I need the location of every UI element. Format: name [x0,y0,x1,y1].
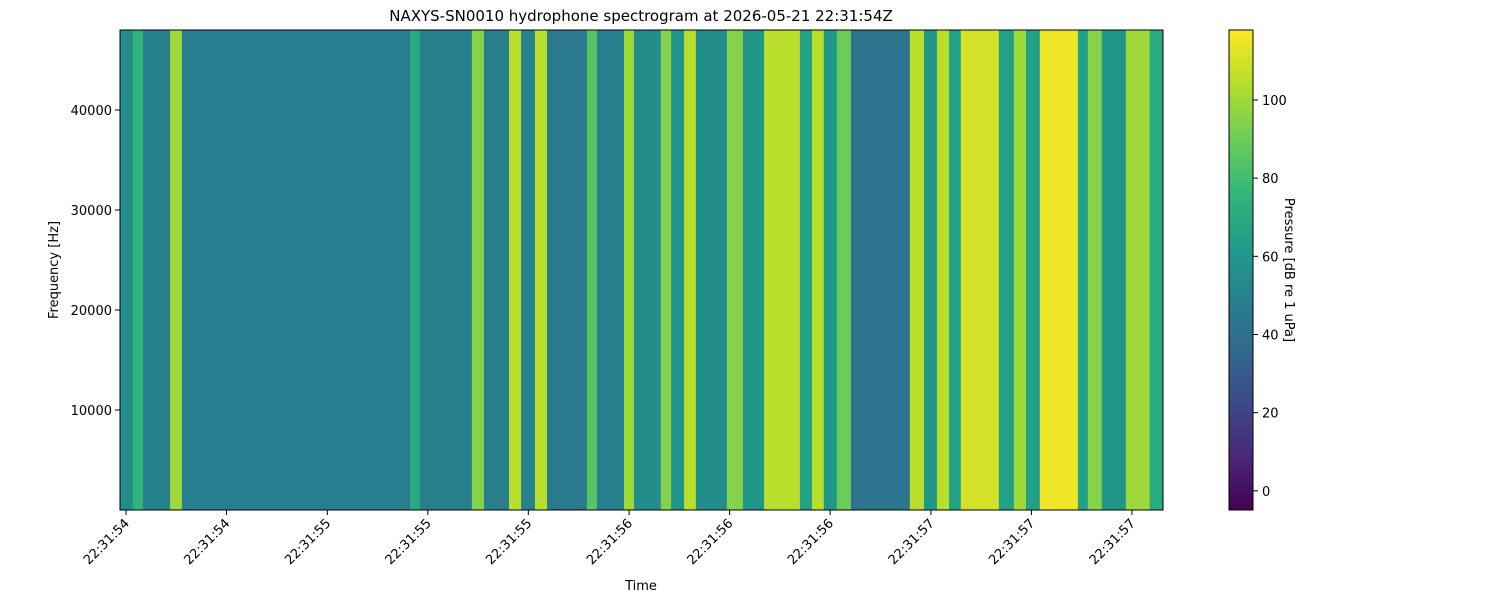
colorbar-tick-label: 20 [1262,407,1279,422]
y-tick-label: 10000 [71,404,112,419]
x-tick-label: 22:31:56 [584,516,636,568]
spectrogram-cell [960,30,1000,510]
x-axis-label: Time [624,579,657,594]
spectrogram-cell [823,30,838,510]
spectrogram-cell [1087,30,1103,510]
spectrogram-cell [726,30,744,510]
spectrogram-cell [923,30,938,510]
spectrogram-cell [181,30,411,510]
spectrogram-cell [836,30,852,510]
x-tick-label: 22:31:56 [785,516,837,568]
spectrogram-cell [799,30,813,510]
x-tick-label: 22:31:57 [986,516,1038,568]
spectrogram-cell [623,30,635,510]
spectrogram-cell [1025,30,1041,510]
y-axis-label: Frequency [Hz] [47,221,62,319]
spectrogram-cell [1101,30,1127,510]
spectrogram-cell [1149,30,1164,510]
spectrogram-cell [850,30,911,510]
spectrogram-cell [633,30,662,510]
spectrogram-cell [742,30,765,510]
y-tick-label: 20000 [71,304,112,319]
spectrogram-cell [419,30,473,510]
spectrogram-cell [949,30,962,510]
colorbar-tick-label: 0 [1262,485,1270,500]
spectrogram-cell [998,30,1015,510]
x-tick-label: 22:31:56 [685,516,737,568]
spectrogram-cell [764,30,801,510]
spectrogram-cell [509,30,522,510]
plot-frame [119,29,1164,511]
spectrogram-cell [695,30,728,510]
chart-title: NAXYS-SN0010 hydrophone spectrogram at 2… [389,7,893,25]
x-tick-label: 22:31:55 [282,516,334,568]
spectrogram-cell [586,30,598,510]
colorbar-tick-label: 80 [1262,172,1279,187]
spectrogram-cell [596,30,625,510]
colorbar [1228,29,1254,511]
spectrogram-cell [170,30,183,510]
spectrogram-cell [534,30,548,510]
spectrogram-cell [521,30,536,510]
x-tick-label: 22:31:57 [886,516,938,568]
spectrogram-cell [1039,30,1079,510]
colorbar-tick-label: 100 [1262,94,1287,109]
x-tick-label: 22:31:55 [383,516,435,568]
spectrogram-cell [1125,30,1151,510]
spectrogram-cell [1013,30,1027,510]
x-tick-label: 22:31:57 [1087,516,1139,568]
spectrogram-cell [142,30,171,510]
spectrogram-cell [684,30,697,510]
y-tick-label: 40000 [71,104,112,119]
y-tick-label: 30000 [71,204,112,219]
colorbar-tick-label: 40 [1262,328,1279,343]
spectrogram-cell [132,30,144,510]
colorbar-label: Pressure [dB re 1 uPa] [1281,198,1296,342]
spectrogram-cell [410,30,421,510]
spectrogram-cell [671,30,685,510]
spectrogram-cell [936,30,950,510]
x-tick-label: 22:31:54 [81,516,133,568]
x-tick-label: 22:31:54 [181,516,233,568]
x-tick-label: 22:31:55 [483,516,535,568]
spectrogram-cell [120,30,134,510]
spectrogram-cell [471,30,485,510]
colorbar-tick-label: 60 [1262,250,1279,265]
spectrogram-cell [483,30,510,510]
spectrogram-cell [547,30,588,510]
spectrogram-cell [812,30,825,510]
spectrogram-cell [1077,30,1089,510]
spectrogram-cell [909,30,925,510]
spectrogram-cell [660,30,672,510]
